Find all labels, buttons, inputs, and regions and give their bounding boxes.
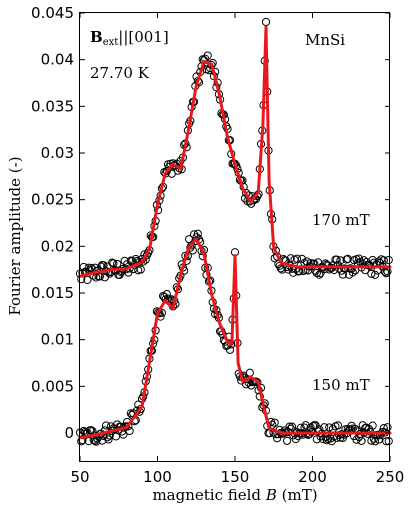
data-point [343, 254, 352, 263]
y-tick-label: 0 [64, 424, 74, 442]
x-tick-label: 150 [221, 468, 250, 486]
series-markers [75, 17, 393, 285]
x-axis-title: magnetic field B (mT) [152, 486, 317, 504]
y-tick-label: 0.04 [41, 51, 74, 69]
y-tick-label: 0.005 [31, 377, 74, 395]
lower-curve-label: 150 mT [312, 376, 370, 394]
data-point [193, 229, 202, 238]
data-point [261, 17, 271, 27]
x-tick-label: 50 [70, 468, 89, 486]
data-point [354, 254, 364, 263]
data-point [286, 254, 295, 263]
fit-line [78, 237, 392, 440]
data-point [162, 290, 171, 299]
y-tick-label: 0.025 [31, 191, 74, 209]
data-point [341, 264, 350, 273]
data-point [113, 259, 122, 269]
upper-curve-label: 170 mT [312, 211, 370, 229]
data-point [83, 275, 92, 285]
fit-line [78, 25, 392, 278]
data-point [253, 378, 262, 387]
data-point [367, 269, 376, 278]
data-point [379, 256, 388, 265]
temperature-label: 27.70 K [90, 64, 150, 82]
data-point [335, 264, 344, 273]
data-point [101, 421, 111, 430]
data-point [203, 51, 212, 60]
sample-label: MnSi [305, 31, 345, 49]
data-point [103, 433, 112, 442]
field-direction-label: Bext||[001] [90, 28, 169, 48]
data-point [332, 255, 341, 264]
y-tick-label: 0.045 [31, 4, 74, 22]
plot-frame [79, 12, 390, 462]
data-point [333, 421, 343, 430]
data-point [119, 430, 128, 439]
y-axis-title: Fourier amplitude (-) [6, 156, 24, 315]
data-point [292, 254, 302, 263]
data-point [108, 258, 117, 267]
data-point [118, 266, 127, 276]
data-point [347, 264, 356, 274]
data-point [383, 423, 392, 432]
data-point [371, 270, 380, 279]
y-tick-label: 0.01 [41, 331, 74, 349]
data-point [297, 254, 307, 263]
data-point [109, 259, 118, 268]
data-point [315, 270, 324, 279]
data-point [384, 436, 393, 446]
data-point [320, 423, 329, 432]
data-point [285, 422, 294, 431]
data-point [245, 368, 254, 377]
data-point [353, 427, 362, 436]
data-point [270, 418, 279, 427]
data-point [136, 265, 145, 274]
data-point [312, 268, 321, 278]
x-tick-label: 100 [143, 468, 172, 486]
data-point [348, 268, 357, 277]
data-point [336, 256, 345, 265]
data-point [125, 426, 134, 436]
data-point [384, 255, 393, 265]
data-point [352, 435, 361, 444]
data-point [333, 260, 343, 270]
data-point [87, 426, 96, 435]
x-axis: 50 100 150 200 250 [70, 13, 404, 486]
y-tick-label: 0.015 [31, 284, 74, 302]
data-point [225, 345, 235, 354]
x-tick-label: 200 [298, 468, 327, 486]
data-point [325, 423, 334, 432]
x-tick-label: 250 [376, 468, 405, 486]
y-axis: 0 0.005 0.01 0.015 0.02 0.025 0.03 0.035 0.04 0.0… [31, 4, 390, 442]
data-point [278, 265, 287, 274]
y-tick-label: 0.02 [41, 237, 74, 255]
data-point [322, 436, 331, 445]
y-tick-label: 0.03 [41, 144, 74, 162]
data-point [357, 436, 366, 445]
fit-layer [78, 25, 392, 440]
data-point [368, 421, 377, 430]
data-point [282, 436, 292, 445]
data-point [104, 435, 113, 444]
y-tick-label: 0.035 [31, 97, 74, 115]
